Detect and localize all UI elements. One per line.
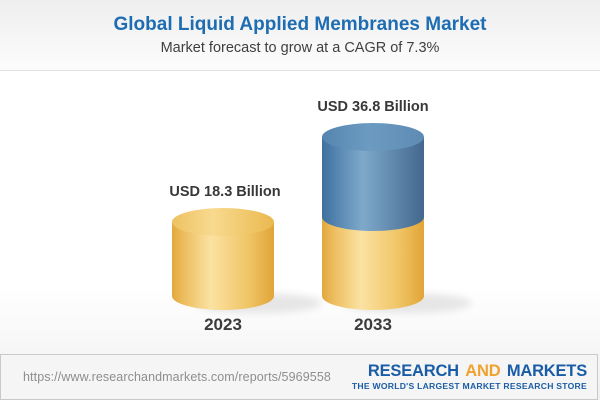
logo-wordmark: RESEARCH AND MARKETS	[352, 363, 587, 380]
chart-header: Global Liquid Applied Membranes Market M…	[0, 0, 600, 71]
logo-word-and: AND	[465, 361, 501, 380]
bar-2023-cylinder	[172, 208, 274, 310]
axis-label-2023: 2023	[204, 315, 242, 334]
axis-label-2033: 2033	[354, 315, 392, 334]
logo-word-research: RESEARCH	[367, 361, 459, 380]
footer-bar: https://www.researchandmarkets.com/repor…	[0, 354, 598, 400]
chart-title: Global Liquid Applied Membranes Market	[113, 14, 487, 35]
chart-subtitle: Market forecast to grow at a CAGR of 7.3…	[160, 40, 440, 56]
report-url: https://www.researchandmarkets.com/repor…	[23, 370, 331, 384]
logo-word-markets: MARKETS	[506, 361, 587, 380]
logo-tagline: THE WORLD'S LARGEST MARKET RESEARCH STOR…	[351, 381, 587, 392]
research-and-markets-logo: RESEARCH AND MARKETS THE WORLD'S LARGEST…	[352, 363, 587, 391]
bar-2033-growth-segment	[322, 123, 424, 231]
value-label-2023: USD 18.3 Billion	[169, 184, 281, 200]
value-label-2033: USD 36.8 Billion	[317, 99, 429, 115]
